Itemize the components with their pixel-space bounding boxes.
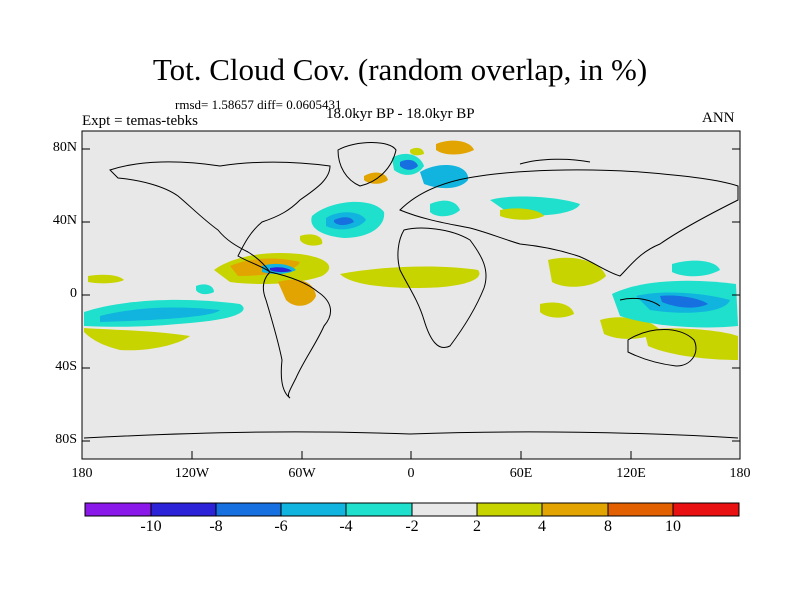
colorbar-swatch-1 (84, 502, 152, 517)
map-title: Tot. Cloud Cov. (random overlap, in %) (152, 52, 648, 87)
lon-label: 120E (616, 466, 646, 481)
colorbar-swatch-5 (345, 502, 413, 517)
colorbar-label: 10 (665, 518, 681, 535)
colorbar-label: 8 (604, 518, 612, 535)
longitude-ticks (81, 451, 741, 459)
lon-label: 60W (288, 466, 316, 481)
time-period-label: 18.0kyr BP - 18.0kyr BP (326, 106, 475, 122)
lon-label: 180 (729, 466, 751, 481)
colorbar-swatch-4 (280, 502, 347, 517)
colorbar-swatch-3 (215, 502, 282, 517)
colorbar-label: -2 (405, 518, 419, 535)
colorbar-swatch-2 (150, 502, 217, 517)
lat-label: 0 (70, 286, 77, 301)
lon-label: 0 (407, 466, 415, 481)
experiment-label: Expt = temas-tebks (82, 113, 198, 129)
lon-label: 180 (71, 466, 93, 481)
lat-label: 40S (55, 359, 77, 374)
colorbar-label: -4 (339, 518, 353, 535)
lat-label: 80S (55, 432, 77, 447)
colorbar-label: 4 (538, 518, 546, 535)
colorbar (84, 502, 740, 517)
colorbar-swatch-6 (411, 502, 478, 517)
colorbar-label: -8 (209, 518, 223, 535)
colorbar-swatch-8 (541, 502, 609, 517)
coastlines (83, 142, 739, 439)
lat-label: 80N (52, 140, 77, 155)
colorbar-swatch-7 (476, 502, 543, 517)
lat-label: 40N (52, 213, 77, 228)
colorbar-label: 2 (473, 518, 481, 535)
colorbar-label: -10 (140, 518, 162, 535)
lon-label: 60E (509, 466, 533, 481)
season-label: ANN (702, 110, 735, 126)
lon-label: 120W (174, 466, 210, 481)
colorbar-swatch-10 (672, 502, 740, 517)
anomaly-field (84, 140, 738, 360)
colorbar-swatch-9 (607, 502, 674, 517)
rmsd-diff-stats: rmsd= 1.58657 diff= 0.0605431 (175, 97, 342, 112)
colorbar-label: -6 (274, 518, 288, 535)
latitude-ticks (82, 148, 740, 442)
